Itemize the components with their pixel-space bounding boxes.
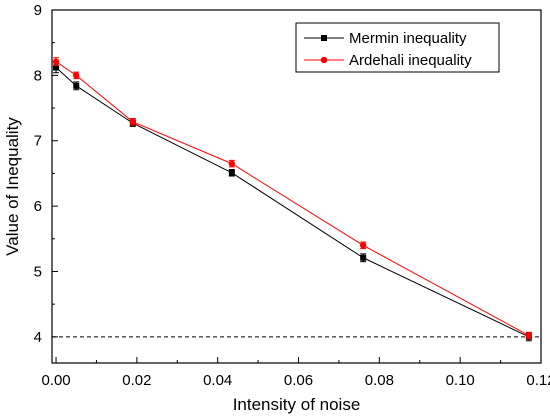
- legend-label-ardehali: Ardehali inequality: [349, 52, 472, 69]
- x-axis-title: Intensity of noise: [233, 395, 361, 414]
- legend-item-ardehali: Ardehali inequality: [304, 52, 472, 69]
- data-point-mermin: [53, 64, 60, 71]
- x-tick-label: 0.12: [526, 372, 550, 389]
- data-point-ardehali: [52, 58, 60, 65]
- tick-layer: 0.00 0.02 0.04 0.06 0.08 0.10 0.12 4 5 6 7 8 9: [34, 2, 550, 389]
- x-tick-label: 0.08: [365, 372, 394, 389]
- legend-box: [295, 22, 500, 73]
- y-axis-title: Value of Inequality: [3, 117, 22, 256]
- y-tick-label: 6: [34, 198, 42, 215]
- plot-frame: [51, 9, 542, 364]
- series-line-mermin: [55, 67, 530, 338]
- y-tick-label: 4: [34, 329, 42, 346]
- x-tick-label: 0.04: [203, 372, 232, 389]
- x-tick-label: 0.00: [41, 372, 70, 389]
- legend-item-mermin: Mermin inequality: [304, 30, 467, 47]
- legend-marker: [320, 56, 328, 64]
- data-point-ardehali: [73, 72, 80, 79]
- legend: Mermin inequality Ardehali inequality: [295, 22, 500, 73]
- legend-marker: [321, 35, 327, 41]
- legend-label-mermin: Mermin inequality: [349, 30, 467, 47]
- data-point-ardehali: [129, 118, 137, 125]
- y-tick-label: 9: [34, 2, 42, 19]
- y-tick-label: 5: [34, 263, 42, 280]
- data-point-ardehali: [525, 332, 533, 339]
- series-line-ardehali: [55, 61, 530, 336]
- x-tick-label: 0.02: [122, 372, 151, 389]
- data-point-ardehali: [228, 160, 236, 167]
- data-point-mermin: [360, 254, 367, 261]
- y-tick-label: 8: [34, 67, 42, 84]
- series-ardehali: [52, 57, 533, 340]
- y-tick-label: 7: [34, 133, 42, 150]
- x-tick-label: 0.06: [284, 372, 313, 389]
- data-point-ardehali: [359, 242, 367, 249]
- data-point-mermin: [73, 82, 80, 89]
- x-tick-label: 0.10: [446, 372, 475, 389]
- data-point-mermin: [228, 169, 235, 176]
- series-layer: [52, 57, 533, 342]
